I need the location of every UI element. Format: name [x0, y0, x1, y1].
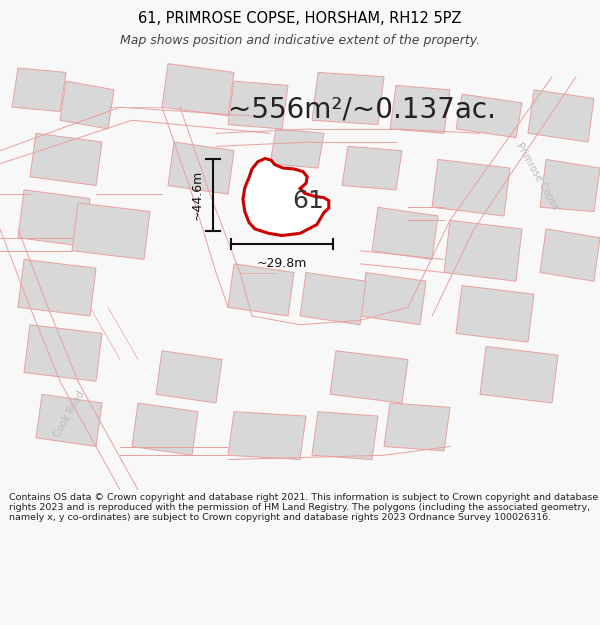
Polygon shape — [372, 208, 438, 259]
Polygon shape — [228, 81, 288, 129]
Polygon shape — [456, 94, 522, 138]
Polygon shape — [528, 90, 594, 142]
Polygon shape — [162, 64, 234, 116]
Polygon shape — [60, 81, 114, 129]
Polygon shape — [168, 142, 234, 194]
Polygon shape — [243, 159, 329, 236]
Polygon shape — [228, 264, 294, 316]
Polygon shape — [540, 159, 600, 212]
Text: Primrose Copse: Primrose Copse — [514, 141, 560, 212]
Polygon shape — [270, 129, 324, 168]
Polygon shape — [36, 394, 102, 446]
Polygon shape — [390, 86, 450, 133]
Polygon shape — [330, 351, 408, 403]
Polygon shape — [156, 351, 222, 403]
Polygon shape — [24, 325, 102, 381]
Polygon shape — [72, 203, 150, 259]
Polygon shape — [444, 220, 522, 281]
Polygon shape — [300, 272, 366, 325]
Polygon shape — [480, 346, 558, 403]
Text: Cook Road: Cook Road — [52, 389, 86, 439]
Polygon shape — [360, 272, 426, 325]
Polygon shape — [30, 133, 102, 186]
Polygon shape — [384, 403, 450, 451]
Text: Map shows position and indicative extent of the property.: Map shows position and indicative extent… — [120, 34, 480, 47]
Text: ~44.6m: ~44.6m — [191, 170, 204, 221]
Text: 61: 61 — [292, 189, 324, 213]
Text: ~556m²/~0.137ac.: ~556m²/~0.137ac. — [228, 96, 496, 123]
Text: 61, PRIMROSE COPSE, HORSHAM, RH12 5PZ: 61, PRIMROSE COPSE, HORSHAM, RH12 5PZ — [138, 11, 462, 26]
Text: ~29.8m: ~29.8m — [257, 258, 307, 270]
Polygon shape — [228, 412, 306, 459]
Polygon shape — [432, 159, 510, 216]
Polygon shape — [456, 286, 534, 342]
Polygon shape — [12, 68, 66, 111]
Text: Contains OS data © Crown copyright and database right 2021. This information is : Contains OS data © Crown copyright and d… — [9, 492, 598, 522]
Polygon shape — [312, 72, 384, 124]
Polygon shape — [342, 146, 402, 190]
Polygon shape — [540, 229, 600, 281]
Polygon shape — [18, 190, 90, 246]
Polygon shape — [132, 403, 198, 455]
Polygon shape — [312, 412, 378, 459]
Polygon shape — [18, 259, 96, 316]
